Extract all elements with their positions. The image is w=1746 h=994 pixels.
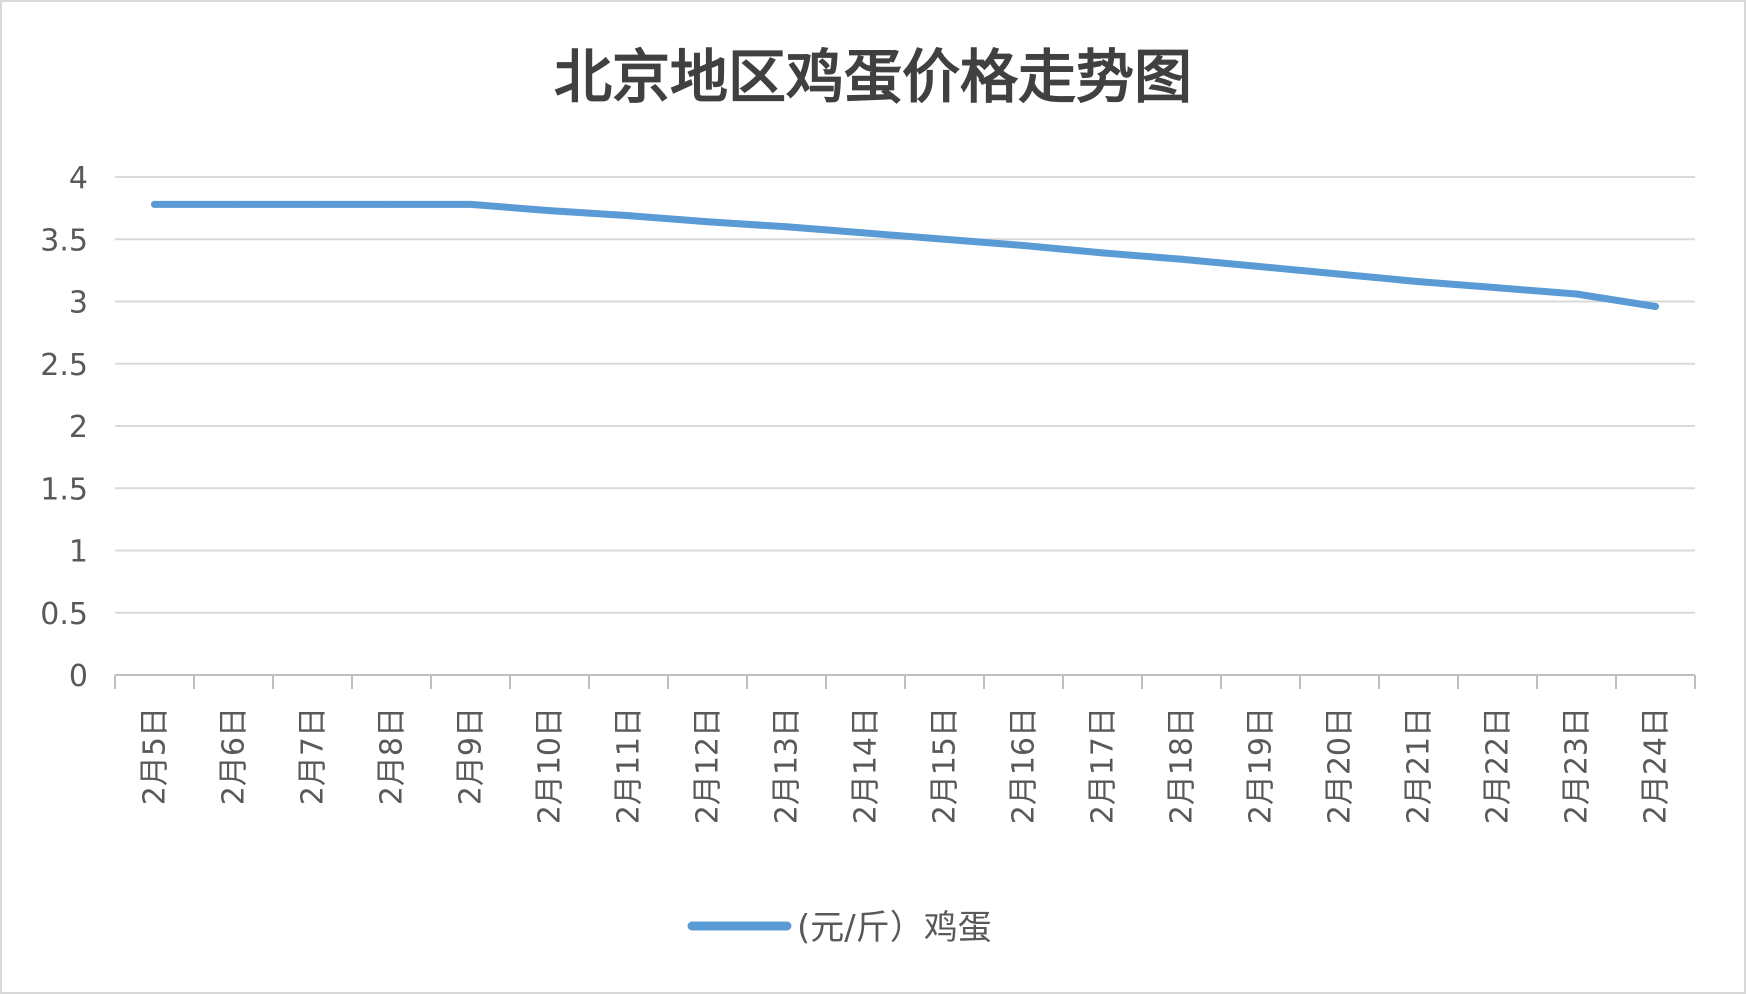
x-tick-label: 2月8日 <box>375 707 410 805</box>
y-tick-label: 1 <box>69 535 88 570</box>
x-tick-label: 2月10日 <box>533 707 568 824</box>
x-tick-label: 2月14日 <box>849 707 884 824</box>
x-tick-label: 2月11日 <box>612 707 647 824</box>
data-point <box>1099 249 1106 257</box>
data-point <box>467 200 474 208</box>
x-tick-label: 2月12日 <box>691 707 726 824</box>
x-tick-label: 2月7日 <box>296 707 331 805</box>
data-point <box>230 200 237 208</box>
data-point <box>309 200 316 208</box>
legend-label: (元/斤）鸡蛋 <box>797 908 992 948</box>
x-tick-label: 2月13日 <box>770 707 805 824</box>
y-tick-label: 3.5 <box>40 223 88 258</box>
data-point <box>1573 290 1580 298</box>
x-axis <box>114 674 1696 689</box>
series-layer <box>151 200 1659 310</box>
x-tick-label: 2月23日 <box>1560 707 1595 824</box>
y-tick-label: 0.5 <box>40 597 88 632</box>
x-tick-label: 2月20日 <box>1323 707 1358 824</box>
x-tick-label: 2月16日 <box>1007 707 1042 824</box>
x-tick-label: 2月21日 <box>1402 707 1437 824</box>
data-point <box>1020 241 1027 249</box>
y-tick-label: 2.5 <box>40 348 88 383</box>
y-axis-tick-labels: 0 0.5 1 1.5 2 2.5 3 3.5 4 <box>40 161 88 694</box>
data-point <box>151 200 158 208</box>
x-tick-label: 2月22日 <box>1481 707 1516 824</box>
y-tick-label: 1.5 <box>40 472 88 507</box>
x-tick-label: 2月6日 <box>217 707 252 805</box>
x-tick-label: 2月19日 <box>1244 707 1279 824</box>
x-tick-label: 2月24日 <box>1639 707 1674 824</box>
series-line <box>151 200 1659 310</box>
x-tick-label: 2月17日 <box>1086 707 1121 824</box>
gridlines <box>115 176 1695 614</box>
data-point <box>1336 270 1343 278</box>
data-point <box>862 229 869 237</box>
data-point <box>1178 255 1185 263</box>
data-point <box>1494 284 1501 292</box>
y-tick-label: 3 <box>69 286 88 321</box>
x-axis-tick-labels: 2月5日 2月6日 2月7日 2月8日 2月9日 2月10日 2月11日 2月12日 2月13日… <box>138 707 1674 824</box>
x-tick-label: 2月5日 <box>138 707 173 805</box>
data-point <box>1415 278 1422 286</box>
x-tick-label: 2月18日 <box>1165 707 1200 824</box>
y-tick-label: 0 <box>69 659 88 694</box>
chart-title: 北京地区鸡蛋价格走势图 <box>554 43 1192 111</box>
y-tick-label: 4 <box>69 161 88 196</box>
data-point <box>388 200 395 208</box>
data-point <box>783 223 790 231</box>
legend: (元/斤）鸡蛋 <box>687 908 992 948</box>
data-point <box>704 218 711 226</box>
y-tick-label: 2 <box>69 410 88 445</box>
x-tick-label: 2月15日 <box>928 707 963 824</box>
data-point <box>1652 302 1659 310</box>
data-point <box>625 212 632 220</box>
data-point <box>941 235 948 243</box>
x-tick-label: 2月9日 <box>454 707 489 805</box>
data-point <box>1257 263 1264 271</box>
data-point <box>546 207 553 215</box>
